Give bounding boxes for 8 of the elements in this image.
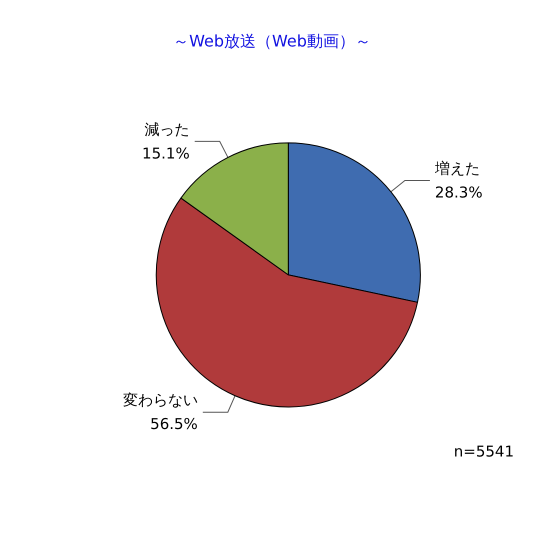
text: n=5541	[454, 442, 514, 460]
data-label: 15.1%	[142, 144, 190, 162]
data-label: 28.3%	[434, 183, 483, 202]
chart-title: ～Web放送（Web動画）～	[173, 32, 371, 50]
slice-label: 減った	[144, 120, 190, 138]
data-label: 56.5%	[150, 415, 198, 434]
slice-label: 増えた	[434, 159, 480, 178]
slice-label: 変わらない	[122, 391, 198, 410]
